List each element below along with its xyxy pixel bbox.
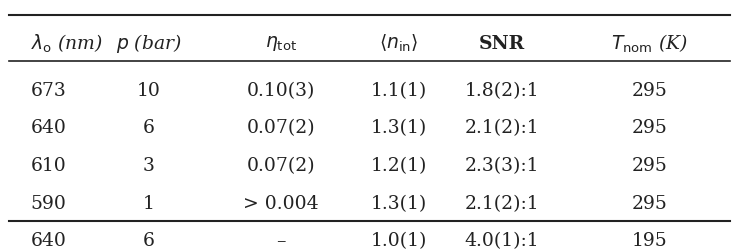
Text: 0.07(2): 0.07(2) [247,156,316,174]
Text: 6: 6 [143,119,154,137]
Text: 295: 295 [631,156,667,174]
Text: 1.0(1): 1.0(1) [371,232,427,250]
Text: 673: 673 [31,82,67,100]
Text: 6: 6 [143,232,154,250]
Text: 640: 640 [31,232,67,250]
Text: $T_\mathrm{nom}$ (K): $T_\mathrm{nom}$ (K) [611,32,688,55]
Text: 640: 640 [31,119,67,137]
Text: 1.3(1): 1.3(1) [371,194,427,212]
Text: 295: 295 [631,194,667,212]
Text: 2.1(2):1: 2.1(2):1 [465,119,539,137]
Text: 295: 295 [631,119,667,137]
Text: 1.8(2):1: 1.8(2):1 [465,82,539,100]
Text: 0.07(2): 0.07(2) [247,119,316,137]
Text: 195: 195 [631,232,667,250]
Text: 3: 3 [143,156,154,174]
Text: 590: 590 [31,194,67,212]
Text: 1.1(1): 1.1(1) [371,82,427,100]
Text: SNR: SNR [479,34,525,52]
Text: 2.3(3):1: 2.3(3):1 [465,156,539,174]
Text: 1: 1 [143,194,154,212]
Text: $\eta_\mathrm{tot}$: $\eta_\mathrm{tot}$ [265,34,297,53]
Text: 2.1(2):1: 2.1(2):1 [465,194,539,212]
Text: $\langle n_\mathrm{in}\rangle$: $\langle n_\mathrm{in}\rangle$ [379,33,418,54]
Text: 0.10(3): 0.10(3) [247,82,316,100]
Text: 610: 610 [31,156,67,174]
Text: $p$ (bar): $p$ (bar) [116,32,182,55]
Text: 1.2(1): 1.2(1) [371,156,427,174]
Text: $\lambda_\mathrm{o}$ (nm): $\lambda_\mathrm{o}$ (nm) [31,32,103,55]
Text: 10: 10 [137,82,160,100]
Text: 295: 295 [631,82,667,100]
Text: 4.0(1):1: 4.0(1):1 [465,232,539,250]
Text: > 0.004: > 0.004 [243,194,319,212]
Text: –: – [276,232,286,250]
Text: 1.3(1): 1.3(1) [371,119,427,137]
